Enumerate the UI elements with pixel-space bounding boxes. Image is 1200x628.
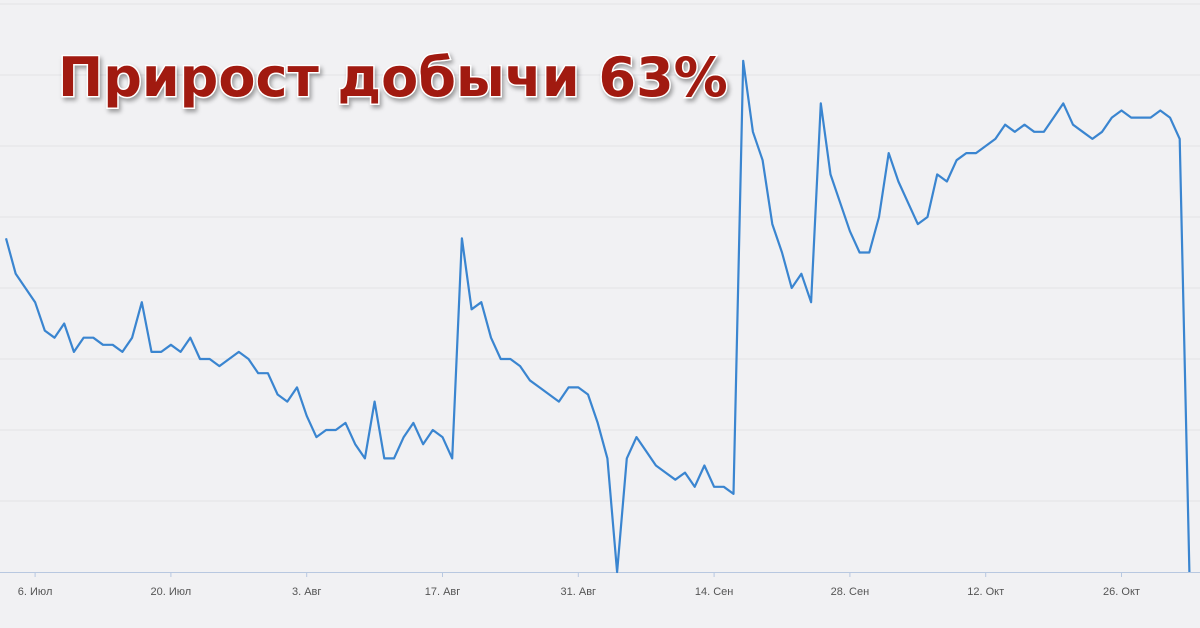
x-tick-label: 20. Июл [151,586,192,598]
chart-title: Прирост добычи 63% [58,46,728,109]
x-tick-label: 3. Авг [292,586,321,598]
x-tick-label: 28. Сен [831,586,869,598]
x-tick-label: 14. Сен [695,586,733,598]
x-tick-label: 26. Окт [1103,586,1140,598]
x-tick-label: 6. Июл [18,586,53,598]
plot: 6. Июл 20. Июл 3. Авг 17. Авг 31. Авг 14. Сен… [4,59,1191,598]
x-tick-label: 17. Авг [425,586,461,598]
grid [0,3,1200,502]
x-tick-label: 12. Окт [967,586,1004,598]
x-tick-label: 31. Авг [561,586,597,598]
line [4,59,1191,574]
